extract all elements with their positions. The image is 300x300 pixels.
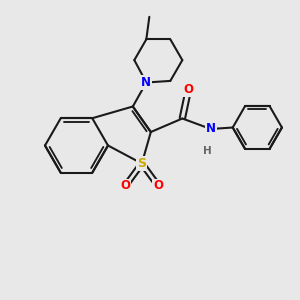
- Text: O: O: [153, 179, 163, 193]
- Text: N: N: [141, 76, 151, 89]
- Text: O: O: [120, 179, 130, 193]
- Text: H: H: [203, 146, 212, 157]
- Text: N: N: [206, 122, 216, 136]
- Text: S: S: [137, 157, 146, 170]
- Text: O: O: [183, 83, 193, 97]
